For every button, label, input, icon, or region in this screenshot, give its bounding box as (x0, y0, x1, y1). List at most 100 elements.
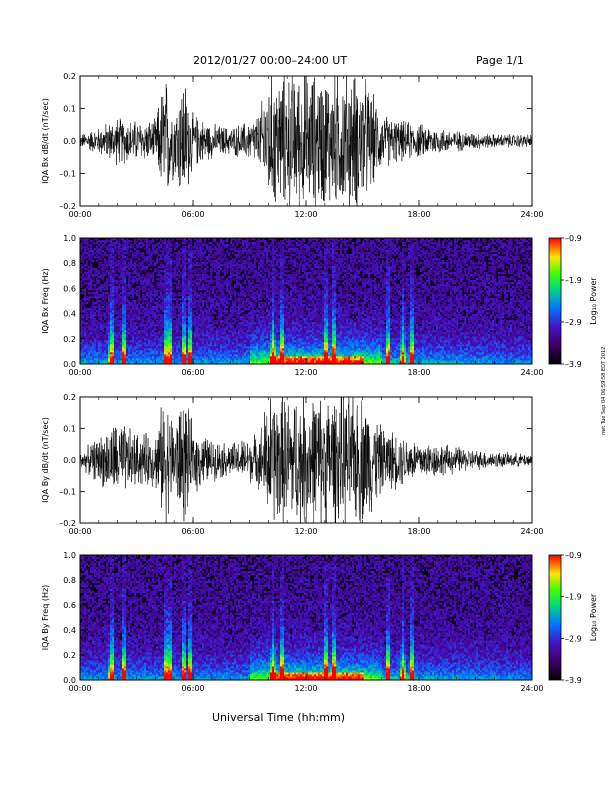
heatmap-cell (124, 310, 127, 313)
heatmap-cell (208, 286, 211, 289)
heatmap-cell (180, 350, 183, 353)
heatmap-cell (98, 338, 101, 341)
heatmap-cell (96, 328, 99, 331)
heatmap-cell (102, 250, 105, 253)
heatmap-cell (152, 276, 155, 279)
heatmap-cell (222, 314, 225, 317)
heatmap-cell (148, 244, 151, 247)
heatmap-cell (260, 338, 263, 341)
heatmap-cell (182, 334, 185, 337)
heatmap-cell (172, 286, 175, 289)
heatmap-cell (142, 328, 145, 331)
heatmap-cell (200, 260, 203, 263)
heatmap-cell (184, 260, 187, 263)
heatmap-cell (218, 306, 221, 309)
heatmap-cell (154, 262, 157, 265)
heatmap-cell (100, 346, 103, 349)
heatmap-cell (260, 250, 263, 253)
heatmap-cell (248, 356, 251, 359)
heatmap-cell (236, 268, 239, 271)
heatmap-cell (126, 326, 129, 329)
heatmap-cell (168, 338, 171, 341)
heatmap-cell (144, 290, 147, 293)
heatmap-cell (252, 270, 255, 273)
heatmap-cell (228, 292, 231, 295)
heatmap-cell (192, 336, 195, 339)
heatmap-cell (240, 346, 243, 349)
heatmap-cell (236, 264, 239, 267)
heatmap-cell (122, 292, 125, 295)
heatmap-cell (182, 338, 185, 341)
heatmap-cell (188, 336, 191, 339)
heatmap-cell (90, 342, 93, 345)
heatmap-cell (184, 278, 187, 281)
x-tick-label: 18:00 (407, 210, 430, 219)
heatmap-cell (96, 338, 99, 341)
heatmap-cell (200, 262, 203, 265)
heatmap-cell (256, 292, 259, 295)
heatmap-cell (96, 256, 99, 259)
heatmap-cell (112, 264, 115, 267)
heatmap-cell (200, 312, 203, 315)
heatmap-cell (172, 330, 175, 333)
heatmap-cell (160, 244, 163, 247)
heatmap-cell (192, 254, 195, 257)
heatmap-cell (130, 324, 133, 327)
heatmap-cell (196, 306, 199, 309)
heatmap-cell (220, 324, 223, 327)
heatmap-cell (164, 254, 167, 257)
heatmap-cell (136, 316, 139, 319)
heatmap-cell (162, 330, 165, 333)
heatmap-cell (242, 274, 245, 277)
heatmap-cell (158, 274, 161, 277)
heatmap-cell (200, 322, 203, 325)
heatmap-cell (254, 310, 257, 313)
heatmap-cell (224, 280, 227, 283)
heatmap-cell (90, 354, 93, 357)
heatmap-cell (256, 246, 259, 249)
heatmap-cell (160, 262, 163, 265)
heatmap-cell (142, 242, 145, 245)
heatmap-cell (162, 252, 165, 255)
heatmap-cell (188, 272, 191, 275)
heatmap-cell (222, 324, 225, 327)
heatmap-cell (206, 336, 209, 339)
heatmap-cell (102, 308, 105, 311)
heatmap-cell (168, 334, 171, 337)
heatmap-cell (214, 334, 217, 337)
heatmap-cell (224, 350, 227, 353)
heatmap-cell (136, 238, 139, 241)
heatmap-cell (164, 310, 167, 313)
heatmap-cell (202, 304, 205, 307)
heatmap-cell (268, 290, 271, 293)
heatmap-cell (152, 334, 155, 337)
heatmap-cell (240, 356, 243, 359)
heatmap-cell (112, 270, 115, 273)
heatmap-cell (202, 302, 205, 305)
heatmap-cell (126, 310, 129, 313)
heatmap-cell (194, 328, 197, 331)
heatmap-cell (134, 306, 137, 309)
heatmap-cell (122, 358, 125, 361)
heatmap-cell (238, 314, 241, 317)
heatmap-cell (268, 272, 271, 275)
heatmap-cell (222, 284, 225, 287)
heatmap-cell (160, 302, 163, 305)
heatmap-cell (260, 340, 263, 343)
heatmap-cell (228, 262, 231, 265)
heatmap-cell (178, 360, 181, 363)
heatmap-cell (194, 360, 197, 363)
heatmap-cell (100, 258, 103, 261)
heatmap-cell (114, 322, 117, 325)
heatmap-cell (178, 336, 181, 339)
heatmap-cell (152, 336, 155, 339)
heatmap-cell (82, 284, 85, 287)
heatmap-cell (142, 352, 145, 355)
heatmap-cell (108, 334, 111, 337)
heatmap-cell (266, 290, 269, 293)
heatmap-cell (252, 318, 255, 321)
heatmap-cell (240, 322, 243, 325)
heatmap-cell (216, 278, 219, 281)
heatmap-cell (126, 332, 129, 335)
heatmap-cell (148, 254, 151, 257)
